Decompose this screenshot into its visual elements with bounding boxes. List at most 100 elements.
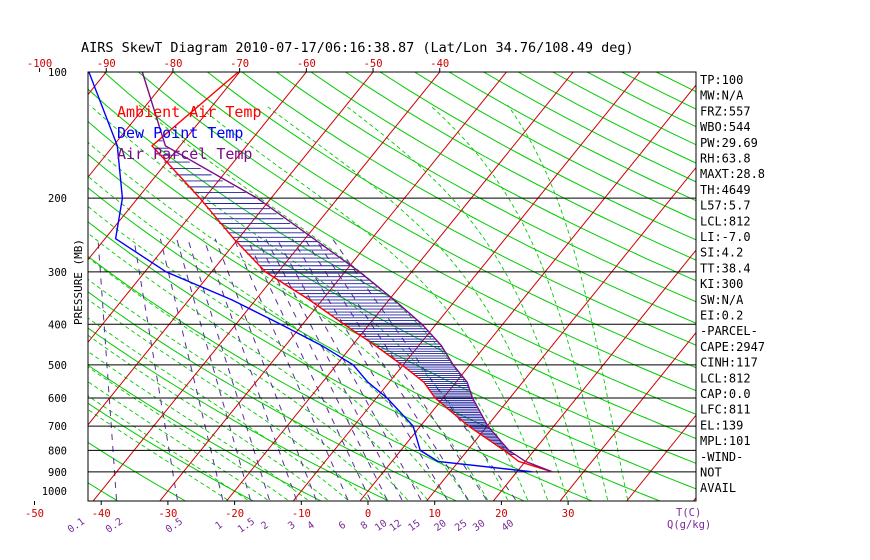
chart-title: AIRS SkewT Diagram 2010-07-17/06:16:38.8… [81, 40, 634, 56]
legend: Ambient Air Temp Dew Point Temp Air Parc… [117, 103, 262, 163]
dry-adiabat-line [448, 72, 696, 202]
dry-adiabat-line [517, 72, 696, 164]
index-line: WBO:544 [700, 120, 751, 134]
y-axis-title: PRESSURE (MB) [72, 239, 85, 325]
index-line: TH:4649 [700, 183, 751, 197]
moist-adiabat-line [88, 256, 408, 501]
bottom-tick-label: -30 [158, 508, 177, 520]
pressure-tick-label: 600 [48, 393, 67, 405]
index-line: -PARCEL- [700, 324, 758, 338]
dry-adiabat-line [88, 327, 390, 501]
index-line: -WIND- [700, 450, 743, 464]
dry-adiabat-line [172, 72, 696, 369]
moist-adiabat-line [196, 104, 549, 501]
mixing-ratio-label: 30 [471, 518, 487, 534]
moist-adiabat-line [344, 104, 589, 500]
plot-frame [87, 71, 697, 502]
isotherm-line [88, 72, 174, 178]
index-line: FRZ:557 [700, 104, 751, 118]
mixing-ratio-label: 15 [406, 518, 422, 534]
mixing-ratio-unit-label: Q(g/kg) [667, 519, 711, 531]
index-line: PW:29.69 [700, 136, 758, 150]
mixing-ratio-label: 20 [432, 518, 448, 534]
mixing-ratio-label: 8 [359, 520, 370, 532]
top-tick-label: -60 [297, 58, 316, 70]
isotherm-line [225, 72, 574, 501]
dry-adiabat-line [103, 72, 696, 415]
moist-adiabat-line [88, 381, 268, 501]
series-line-ambient-air-temp [150, 72, 553, 473]
isotherm-line [359, 84, 696, 501]
dry-adiabat-line [482, 72, 696, 183]
pressure-tick-label: 100 [48, 67, 67, 79]
dry-adiabat-line [275, 72, 696, 303]
pressure-tick-label: 300 [48, 267, 67, 279]
isobars [88, 197, 696, 473]
grid-lines [88, 31, 870, 508]
pressure-tick-label: 1000 [42, 486, 67, 498]
dry-adiabat-line [310, 72, 696, 282]
dry-adiabat-line [379, 72, 696, 241]
mixing-ratio-line [159, 238, 224, 501]
top-tick-label: -70 [230, 58, 249, 70]
isotherm-line [88, 72, 374, 426]
mixing-ratio-line [291, 238, 448, 501]
index-line: RH:63.8 [700, 152, 751, 166]
top-tick-label: -50 [364, 58, 383, 70]
isotherm-line [626, 414, 696, 501]
mixing-ratio-line [276, 238, 422, 501]
mixing-ratio-lines [97, 238, 517, 501]
bottom-tick-label: -40 [92, 508, 111, 520]
isotherm-line [88, 72, 307, 344]
mixing-ratio-line [246, 238, 371, 501]
moist-adiabat-line [88, 298, 368, 501]
dry-adiabat-line [137, 72, 696, 392]
dry-adiabat-line [88, 153, 696, 490]
dry-adiabat-line [88, 364, 323, 501]
bottom-tick-label: 30 [562, 508, 575, 520]
pressure-tick-label: 200 [48, 193, 67, 205]
index-line: KI:300 [700, 277, 743, 291]
index-line: MPL:101 [700, 434, 751, 448]
mixing-ratio-line [214, 238, 317, 501]
isotherm-line [492, 249, 696, 501]
moist-adiabat-line [507, 104, 629, 500]
mixing-ratio-line [203, 238, 297, 501]
index-line: EL:139 [700, 418, 743, 432]
x-axis-unit-label: T(C) [676, 507, 701, 519]
moist-adiabat-line [88, 175, 468, 501]
index-line: MW:N/A [700, 89, 744, 103]
index-line: TP:100 [700, 73, 743, 87]
index-line: MAXT:28.8 [700, 167, 765, 181]
mixing-ratio-line [233, 238, 349, 501]
series-line-air-parcel-temp [141, 72, 553, 473]
pressure-tick-label: 900 [48, 467, 67, 479]
dry-adiabat-line [88, 120, 696, 464]
mixing-ratio-label: 40 [500, 518, 516, 534]
series-line-dew-point-temp [88, 72, 533, 473]
legend-air-parcel-temp: Air Parcel Temp [117, 145, 252, 163]
index-line: LI:-7.0 [700, 230, 751, 244]
moist-adiabat-line [265, 104, 569, 501]
dry-adiabat-line [344, 72, 696, 261]
moist-adiabat-line [88, 366, 288, 501]
mixing-ratio-line [265, 238, 403, 501]
index-line: LCL:812 [700, 214, 751, 228]
dry-adiabat-line [88, 291, 458, 501]
moist-adiabats [88, 104, 629, 501]
isotherms [88, 31, 870, 508]
mixing-ratio-label: 1 [214, 520, 225, 532]
mixing-ratio-line [304, 238, 469, 501]
pressure-tick-label: 400 [48, 319, 67, 331]
legend-dew-point-temp: Dew Point Temp [117, 124, 243, 142]
isotherm-line [754, 31, 870, 508]
dry-adiabat-line [88, 402, 255, 501]
moist-adiabat-line [88, 334, 328, 501]
moist-adiabat-line [88, 409, 228, 501]
mixing-ratio-label: 0.1 [66, 516, 87, 535]
moist-adiabat-line [88, 141, 488, 501]
dry-adiabat-line [88, 441, 187, 501]
top-tick-label: -90 [97, 58, 116, 70]
